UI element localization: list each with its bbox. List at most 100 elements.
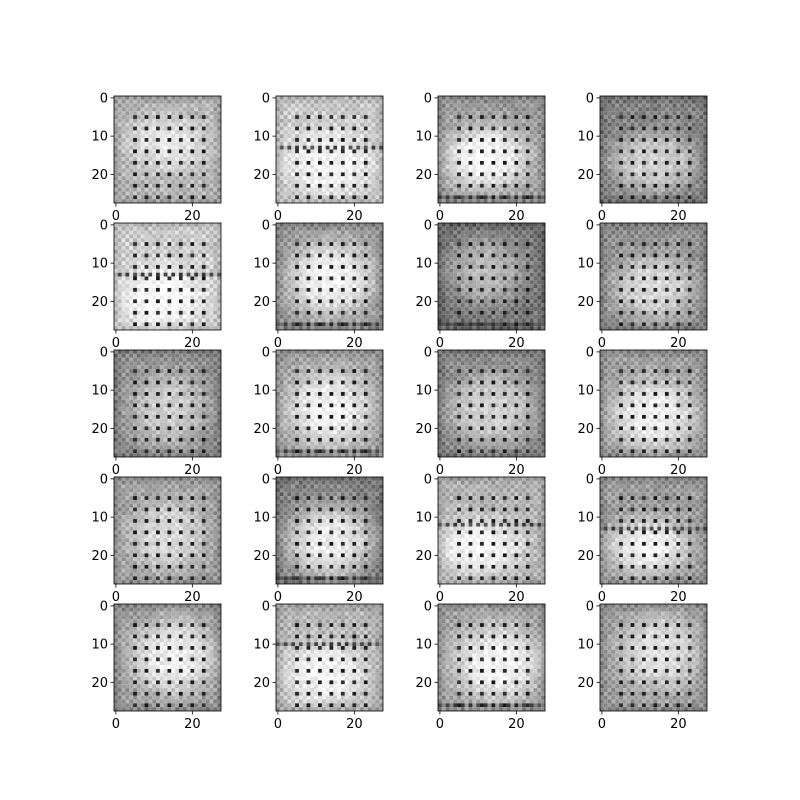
pixel-cell [514,103,519,108]
pixel-cell [298,265,303,269]
pixel-cell [367,265,372,269]
pixel-cell [344,138,349,142]
pixel-cell [472,245,477,250]
pixel-cell [630,187,635,192]
pixel-cell [167,284,172,289]
pixel-cell [198,126,202,131]
pixel-cell [205,245,210,250]
pixel-cell [133,299,137,304]
pixel-cell [175,318,180,323]
pixel-cell [453,199,458,204]
pixel-cell [664,191,669,196]
pixel-cell [487,223,492,227]
pixel-cell [295,310,299,315]
pixel-cell [695,180,700,184]
pixel-cell [491,245,496,250]
pixel-cell [703,130,708,135]
pixel-cell [325,291,330,296]
pixel-cell [198,168,202,173]
pixel-cell [190,265,195,269]
pixel-cell [306,234,311,239]
pixel-cell [379,291,384,296]
pixel-cell [306,141,311,146]
pixel-cell [657,138,662,142]
pixel-cell [379,268,384,273]
pixel-cell [302,307,307,311]
pixel-cell [125,253,130,258]
pixel-cell [217,249,222,254]
pixel-cell [514,149,519,154]
pixel-cell [672,138,677,142]
pixel-cell [603,141,608,146]
pixel-cell [287,130,292,135]
pixel-cell [340,318,345,323]
pixel-cell [460,180,465,184]
pixel-cell [657,96,662,100]
pixel-cell [148,111,153,116]
pixel-cell [363,149,368,154]
pixel-cell [291,145,296,150]
pixel-cell [472,160,477,165]
pixel-cell [121,284,126,289]
pixel-cell [148,284,153,289]
pixel-cell [283,307,288,311]
pixel-cell [367,126,372,131]
pixel-cell [178,126,183,131]
axes-frame [275,222,384,331]
pixel-cell [133,149,137,154]
pixel-cell [306,99,311,104]
pixel-cell [318,265,322,269]
pixel-cell [194,322,199,327]
pixel-cell [129,272,134,277]
pixel-cell [186,145,191,150]
pixel-cell [468,96,473,100]
pixel-cell [638,172,643,177]
pixel-cell [133,261,137,266]
pixel-cell [449,230,454,235]
pixel-cell [537,145,542,150]
pixel-cell [171,195,176,200]
pixel-cell [167,153,172,158]
pixel-cell [476,230,481,235]
pixel-cell [449,107,454,112]
pixel-cell [125,145,130,150]
pixel-cell [360,226,364,231]
pixel-cell [653,122,658,127]
pixel-cell [352,230,357,235]
pixel-cell [541,180,546,184]
pixel-cell [205,157,210,162]
pixel-cell [133,141,137,146]
pixel-cell [680,99,685,104]
pixel-cell [125,103,130,108]
pixel-cell [148,223,153,227]
pixel-cell [642,187,646,192]
pixel-cell [152,126,157,131]
pixel-cell [186,176,191,181]
pixel-cell [356,238,361,243]
pixel-cell [182,138,187,142]
pixel-cell [144,326,149,331]
pixel-cell [276,176,280,181]
pixel-cell [344,234,349,239]
pixel-cell [445,180,450,184]
pixel-cell [287,122,292,127]
pixel-cell [140,122,145,127]
pixel-cell [298,234,303,239]
pixel-cell [649,107,654,112]
pixel-cell [125,245,130,250]
pixel-cell [506,172,511,177]
pixel-cell [337,126,342,131]
pixel-cell [645,118,650,123]
pixel-cell [117,172,122,177]
pixel-cell [607,118,612,123]
pixel-cell [438,223,442,227]
pixel-cell [619,164,623,169]
pixel-cell [367,253,372,258]
pixel-cell [205,249,210,254]
pixel-cell [491,226,496,231]
pixel-cell [672,96,677,100]
pixel-cell [198,261,202,266]
pixel-cell [156,265,160,269]
pixel-cell [321,164,326,169]
